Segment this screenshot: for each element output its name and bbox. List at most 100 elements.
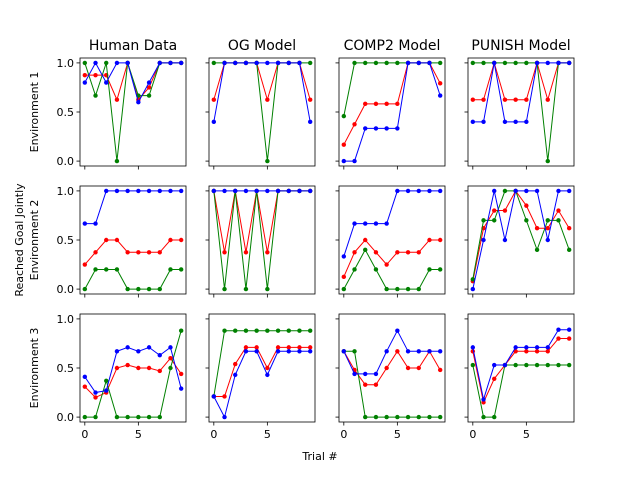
data-point-blue xyxy=(254,188,259,194)
ytick-label: 1.0 xyxy=(57,313,75,326)
data-point-green xyxy=(492,218,497,223)
panel-r3-c1: 0.0 0.5 1.0 0 5 Environment 3 xyxy=(28,313,187,441)
data-point-red xyxy=(146,85,152,90)
data-point-green xyxy=(395,60,400,66)
data-point-green xyxy=(93,267,98,272)
series-line-red xyxy=(84,357,182,399)
panel-r1-c3: COMP2 Model xyxy=(335,38,446,170)
data-point-red xyxy=(168,237,173,243)
panel-r2-c3 xyxy=(335,185,446,298)
data-point-blue xyxy=(395,126,400,131)
data-point-green xyxy=(470,60,476,66)
data-point-red xyxy=(384,365,389,371)
data-point-red xyxy=(307,345,313,350)
axes-frame xyxy=(79,57,187,167)
series-line-green xyxy=(472,364,570,418)
row-label: Environment 2 xyxy=(28,200,41,281)
data-point-blue xyxy=(243,188,249,194)
panel-r2-c2 xyxy=(205,185,316,298)
data-point-green xyxy=(168,365,173,371)
data-point-blue xyxy=(524,345,529,350)
axes-frame xyxy=(338,57,446,167)
data-point-red xyxy=(136,250,141,255)
series-line-red xyxy=(213,346,311,397)
data-point-blue xyxy=(384,126,389,131)
data-point-blue xyxy=(427,60,432,66)
data-point-blue xyxy=(363,126,368,131)
data-point-red xyxy=(157,368,162,374)
data-point-blue xyxy=(481,237,486,243)
data-point-blue xyxy=(136,188,141,194)
series-line-green xyxy=(343,350,441,418)
data-point-blue xyxy=(146,345,152,350)
data-point-green xyxy=(243,286,249,292)
data-point-green xyxy=(556,362,561,368)
data-point-blue xyxy=(524,119,529,125)
data-point-green xyxy=(114,158,120,164)
data-point-blue xyxy=(502,237,508,243)
data-point-red xyxy=(556,336,561,341)
xtick-label: 5 xyxy=(394,428,401,441)
data-point-green xyxy=(524,60,529,66)
data-point-green xyxy=(427,414,432,420)
data-point-blue xyxy=(157,188,162,194)
data-point-red xyxy=(534,349,540,354)
data-point-green xyxy=(178,267,184,272)
data-point-green xyxy=(178,328,184,333)
data-point-green xyxy=(157,286,162,292)
data-point-red xyxy=(243,345,249,350)
data-point-blue xyxy=(437,188,443,194)
data-point-blue xyxy=(405,188,411,194)
data-point-blue xyxy=(492,60,497,66)
data-point-green xyxy=(405,286,411,292)
ytick-label: 1.0 xyxy=(57,185,75,198)
series-line-blue xyxy=(213,62,311,122)
data-point-blue xyxy=(363,371,368,377)
data-point-red xyxy=(265,97,270,102)
series-line-blue xyxy=(472,329,570,400)
data-point-blue xyxy=(492,188,497,194)
data-point-blue xyxy=(222,414,227,420)
series-line-blue xyxy=(343,190,441,257)
data-point-red xyxy=(93,395,98,400)
data-point-green xyxy=(373,60,379,66)
data-point-red xyxy=(373,250,379,255)
data-point-blue xyxy=(168,345,173,350)
data-point-blue xyxy=(395,328,400,333)
data-point-blue xyxy=(243,349,249,354)
data-point-red xyxy=(395,101,400,107)
series-line-blue xyxy=(84,190,182,225)
data-point-blue xyxy=(534,60,540,66)
series-line-red xyxy=(472,61,570,102)
series-line-green xyxy=(343,248,441,290)
data-point-red xyxy=(395,349,400,354)
series-line-blue xyxy=(472,190,570,290)
series-line-blue xyxy=(472,62,570,123)
data-point-green xyxy=(437,60,443,66)
data-point-blue xyxy=(82,221,88,226)
xtick-label: 5 xyxy=(264,428,271,441)
data-point-blue xyxy=(481,119,486,125)
data-point-red xyxy=(545,349,550,354)
series-line-red xyxy=(472,189,570,282)
data-point-green xyxy=(352,60,357,66)
data-point-red xyxy=(233,361,238,367)
data-point-blue xyxy=(502,119,508,125)
data-point-blue xyxy=(437,349,443,354)
data-point-green xyxy=(384,60,389,66)
data-point-green xyxy=(481,218,486,223)
data-point-green xyxy=(93,93,98,98)
data-point-blue xyxy=(427,188,432,194)
data-point-green xyxy=(513,362,518,368)
data-point-blue xyxy=(416,60,421,66)
data-point-blue xyxy=(93,60,98,66)
data-point-blue xyxy=(513,119,518,125)
data-point-red xyxy=(502,97,508,102)
data-point-red xyxy=(307,97,313,102)
data-point-green xyxy=(470,277,476,282)
axes-frame xyxy=(467,57,575,167)
data-point-blue xyxy=(254,349,259,354)
data-point-green xyxy=(104,60,109,66)
data-point-blue xyxy=(104,80,109,85)
